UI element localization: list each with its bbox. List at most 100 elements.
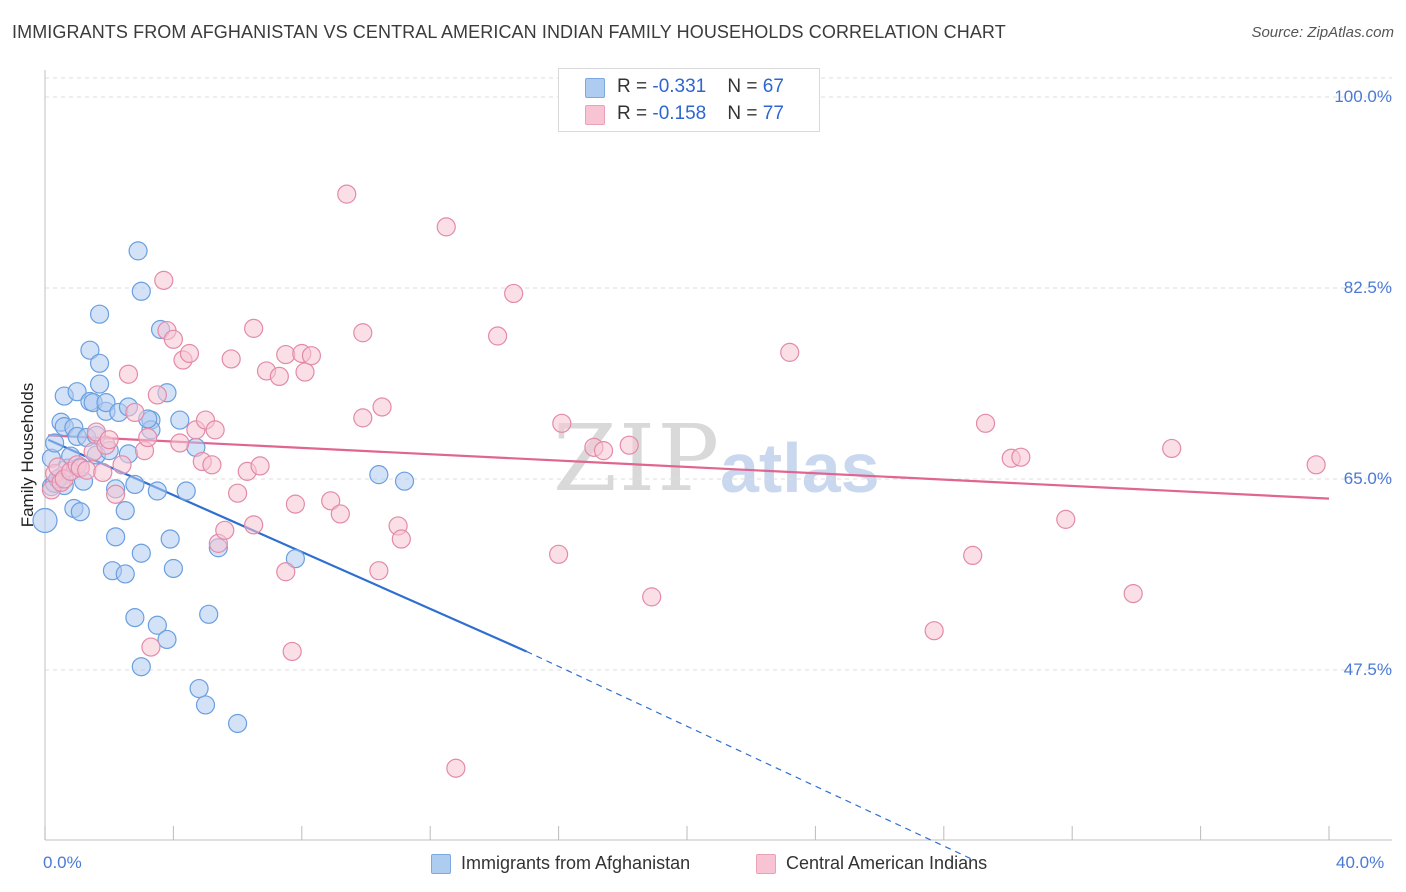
central-american-point (369, 561, 389, 581)
stats-legend: R = -0.331 N = 67 R = -0.158 N = 77 (558, 68, 820, 132)
central-american-point (436, 217, 456, 237)
central-american-point (276, 344, 296, 365)
central-american-point (301, 346, 322, 366)
central-american-point (446, 758, 466, 778)
central-american-point (170, 433, 190, 453)
legend-r-label: R = (617, 76, 653, 97)
central-american-point (205, 420, 225, 440)
central-american-point (780, 342, 800, 362)
afghanistan-point (45, 433, 65, 453)
central-american-point (269, 366, 289, 387)
central-american-point (975, 413, 996, 433)
afghanistan-trend-line (47, 438, 527, 653)
central-american-point (337, 184, 357, 204)
legend-r-label: R = (617, 103, 653, 124)
afghanistan-point (131, 543, 151, 563)
central-american-point (330, 504, 350, 524)
afghanistan-point (160, 529, 180, 549)
bottom-legend-swatch-blue (431, 854, 451, 874)
afghanistan-point (115, 501, 135, 521)
legend-n-label: N = (727, 76, 763, 97)
central-american-point (963, 545, 983, 566)
central-american-point (106, 484, 126, 504)
y-tick-label: 65.0% (1343, 469, 1392, 488)
afghanistan-point (125, 608, 145, 628)
afghanistan-point (157, 629, 177, 650)
y-tick-label: 82.5% (1343, 278, 1392, 297)
central-american-point (147, 385, 167, 405)
afghanistan-point (176, 481, 196, 501)
x-tick-label-min: 0.0% (43, 853, 82, 872)
afghanistan-point (32, 507, 58, 534)
legend-r-value: -0.331 (652, 76, 707, 97)
central-american-point (77, 460, 97, 480)
central-american-point (924, 621, 944, 641)
afghanistan-point (147, 481, 167, 501)
gridlines (45, 77, 1392, 671)
central-american-point (221, 349, 241, 369)
central-american-trend-line (48, 434, 1330, 500)
central-american-point (552, 413, 572, 433)
central-american-point (353, 323, 373, 343)
bottom-legend-label: Immigrants from Afghanistan (461, 853, 691, 873)
central-american-point (1123, 583, 1143, 604)
afghanistan-point (125, 474, 145, 495)
central-american-point (504, 283, 524, 304)
central-american-point (244, 515, 264, 535)
central-american-point (99, 430, 119, 450)
central-american-point (228, 483, 248, 503)
legend-n-label: N = (727, 103, 763, 124)
afghanistan-point (106, 527, 126, 547)
central-american-point (179, 343, 200, 364)
central-american-point (118, 364, 139, 384)
central-american-point (1306, 455, 1326, 475)
legend-r-value: -0.158 (652, 103, 707, 124)
central-american-point (215, 520, 235, 540)
bottom-legend-swatch-pink (756, 854, 776, 874)
central-american-point (154, 270, 174, 290)
afghanistan-point (228, 713, 248, 734)
afghanistan-point (195, 695, 216, 715)
bottom-legend-label: Central American Indians (786, 853, 988, 873)
x-tick-label-max: 40.0% (1336, 853, 1385, 872)
trend-lines (47, 434, 1330, 862)
afghanistan-point (67, 382, 87, 402)
central-american-point (1011, 447, 1031, 467)
afghanistan-point (285, 549, 305, 569)
y-tick-label: 100.0% (1334, 87, 1392, 106)
central-american-point (642, 587, 662, 607)
central-american-point (321, 491, 341, 511)
legend-swatch-pink (585, 105, 605, 125)
legend-n-value: 77 (762, 103, 784, 124)
chart-title: IMMIGRANTS FROM AFGHANISTAN VS CENTRAL A… (12, 22, 1006, 42)
central-american-point (1162, 438, 1182, 459)
data-points (32, 184, 1326, 778)
central-american-point (125, 402, 145, 423)
afghanistan-point (89, 374, 110, 394)
legend-swatch-blue (585, 78, 605, 98)
watermark-zip: ZIP (553, 405, 722, 512)
central-american-point (202, 455, 222, 475)
afghanistan-point (189, 678, 209, 699)
afghanistan-point (96, 393, 116, 413)
watermark-atlas: atlas (720, 429, 880, 507)
afghanistan-point (70, 502, 90, 522)
central-american-point (1056, 509, 1076, 529)
source-label: Source: ZipAtlas.com (1251, 24, 1394, 41)
afghanistan-point (170, 410, 190, 430)
central-american-point (391, 529, 411, 549)
central-american-point (488, 326, 508, 346)
central-american-point (593, 441, 614, 461)
afghanistan-point (394, 471, 415, 491)
central-american-point (112, 455, 132, 475)
central-american-point (244, 318, 264, 338)
central-american-point (138, 427, 158, 448)
afghanistan-point (369, 465, 389, 485)
central-american-point (548, 544, 569, 564)
central-american-point (282, 641, 302, 662)
afghanistan-point (199, 604, 219, 624)
afghanistan-point (163, 558, 183, 579)
afghanistan-trend-extension (526, 650, 977, 862)
central-american-point (141, 637, 161, 657)
